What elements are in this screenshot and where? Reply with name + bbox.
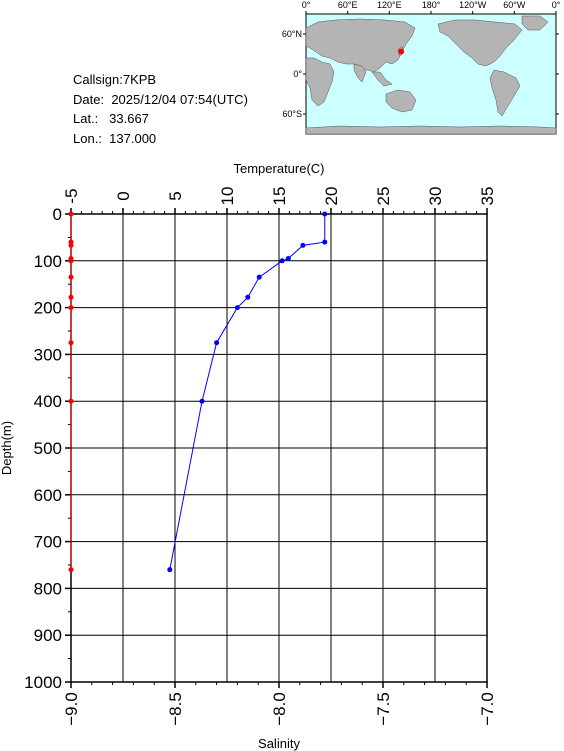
temperature-point (199, 398, 205, 404)
salinity-point (68, 567, 74, 573)
map-landmasses (305, 15, 557, 135)
date-label: Date: (73, 91, 105, 107)
left-tick-label: 0 (53, 205, 62, 224)
top-tick-label: 5 (166, 191, 185, 200)
bottom-tick-label: −7.5 (374, 692, 393, 726)
left-tick-label: 700 (34, 533, 62, 552)
bottom-tick-label: −8.5 (166, 692, 185, 726)
station-marker-dot (398, 48, 405, 55)
series-layer (68, 211, 328, 573)
station-info: Callsign:7KPB Date: 2025/12/04 07:54(UTC… (73, 70, 248, 148)
lon-label: Lon.: (73, 130, 102, 146)
left-axis-ticks: 0 100 200 300 400 500 600 700 800 900 1000 (24, 205, 71, 692)
land-india (353, 63, 367, 83)
map-lat-tick-label: 60°N (282, 29, 302, 39)
temperature-point (300, 242, 306, 248)
land-australia (385, 89, 417, 113)
left-tick-label: 500 (34, 439, 62, 458)
left-tick-label: 1000 (24, 673, 62, 692)
left-tick-label: 600 (34, 486, 62, 505)
callsign-label: Callsign: (73, 72, 123, 87)
lat-label: Lat.: (73, 111, 99, 126)
temperature-point (245, 294, 251, 300)
temperature-point (322, 239, 328, 245)
lon-line: Lon.: 137.000 (73, 129, 248, 149)
left-tick-label: 300 (34, 345, 62, 364)
left-axis-label: Depth(m) (0, 421, 14, 475)
top-tick-label: 25 (374, 187, 393, 206)
land-africa (305, 57, 335, 107)
bottom-axis-label: Salinity (258, 736, 300, 751)
map-top-tick-label: 60°W (503, 0, 526, 10)
temperature-point (167, 567, 173, 573)
date-line: Date: 2025/12/04 07:54(UTC) (73, 90, 248, 110)
lon-value: 137.000 (109, 130, 157, 146)
left-tick-label: 200 (34, 299, 62, 318)
top-tick-label: 0 (114, 191, 133, 200)
bottom-tick-label: −8.0 (270, 692, 289, 726)
map-top-tick-label: 120°E (377, 0, 402, 10)
callsign-line: Callsign:7KPB (73, 70, 248, 90)
land-antarctica (305, 125, 557, 135)
top-axis-ticks: -5 0 5 10 15 20 25 30 35 (62, 187, 497, 214)
salinity-point (68, 242, 74, 248)
salinity-point (68, 274, 74, 280)
top-tick-label: -5 (62, 188, 81, 203)
left-tick-label: 800 (34, 579, 62, 598)
land-eurasia (305, 18, 416, 73)
chart-grid (70, 213, 488, 683)
map-lat-tick-label: 0° (293, 69, 302, 79)
salinity-point (68, 340, 74, 346)
temperature-line (169, 214, 326, 570)
left-tick-label: 900 (34, 626, 62, 645)
salinity-point (68, 398, 74, 404)
top-tick-label: 10 (218, 187, 237, 206)
temperature-point (279, 258, 285, 264)
map-ticks (303, 11, 559, 115)
land-greenland (521, 15, 549, 31)
callsign-value: 7KPB (122, 72, 157, 87)
top-tick-label: 20 (322, 187, 341, 206)
temperature-point (256, 274, 262, 280)
salinity-point (68, 305, 74, 311)
temperature-point (285, 255, 291, 261)
bottom-tick-label: −7.0 (478, 692, 497, 726)
map-top-tick-label: 0° (552, 0, 561, 10)
map-top-tick-label: 60°E (338, 0, 358, 10)
salinity-point (68, 258, 74, 264)
map-lat-tick-label: 60°S (282, 109, 302, 119)
top-tick-label: 15 (270, 187, 289, 206)
top-axis-label: Temperature(C) (233, 161, 324, 176)
map-top-tick-label: 120°W (459, 0, 487, 10)
land-north-america (437, 19, 523, 67)
bottom-tick-label: −9.0 (62, 692, 81, 726)
left-tick-label: 100 (34, 252, 62, 271)
temperature-point (234, 305, 240, 311)
salinity-point (68, 294, 74, 300)
top-tick-label: 35 (478, 187, 497, 206)
map-top-tick-label: 180° (422, 0, 441, 10)
date-value: 2025/12/04 07:54(UTC) (111, 91, 248, 107)
land-southeast-asia (371, 71, 393, 87)
temperature-point (322, 211, 328, 217)
map-top-tick-label: 0° (302, 0, 311, 10)
map-tick-labels: 0° 60°E 120°E 180° 120°W 60°W 0° 60°N 0° 60°S (282, 0, 561, 119)
station-marker-icon (398, 48, 405, 55)
salinity-point (68, 211, 74, 217)
lat-line: Lat.: 33.667 (73, 109, 248, 129)
lat-value: 33.667 (109, 111, 149, 126)
left-tick-label: 400 (34, 392, 62, 411)
top-tick-label: 30 (426, 187, 445, 206)
bottom-axis-ticks: −9.0 −8.5 −8.0 −7.5 −7.0 (62, 682, 497, 726)
temperature-point (214, 340, 220, 346)
land-south-america (489, 69, 521, 117)
